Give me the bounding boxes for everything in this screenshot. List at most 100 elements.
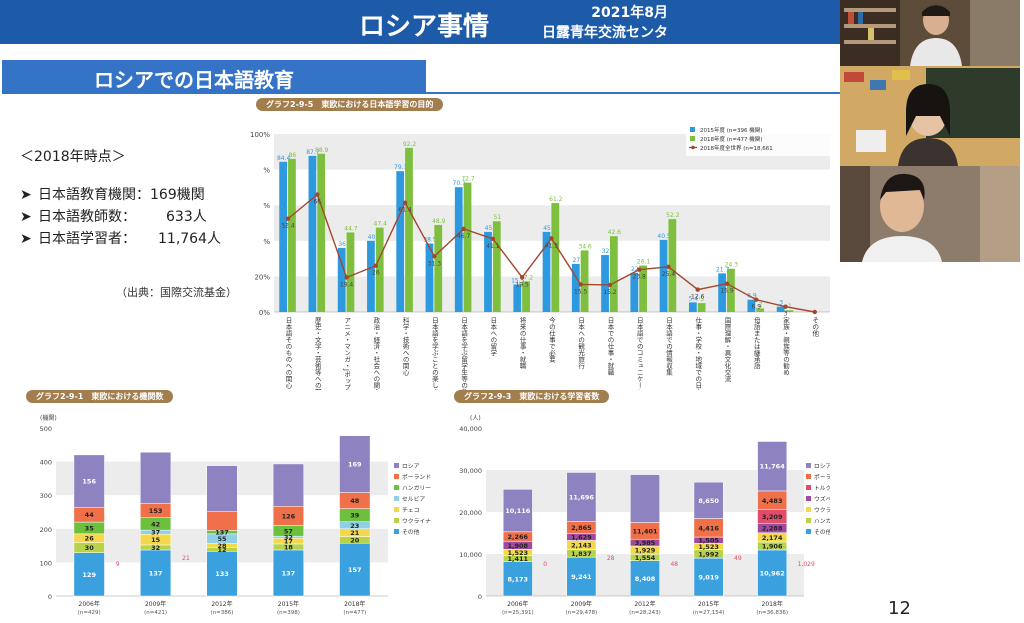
video-tile-3[interactable] (840, 166, 1020, 262)
segment-label: 1,837 (571, 550, 592, 558)
stack-segment (566, 472, 597, 522)
bar (668, 219, 677, 312)
data-label-world: 41.1 (486, 243, 500, 250)
data-label: 45 (485, 225, 493, 232)
line-point (666, 264, 671, 269)
side-label: 21 (182, 555, 190, 562)
x-tick-label: アニメ・マンガ・Jポップ・フ (343, 317, 351, 390)
n-label: (n=36,836) (756, 610, 788, 616)
info-row-learners: ➤ 日本語学習者： 11,764人 (20, 228, 221, 248)
side-label: 0 (543, 561, 547, 568)
y-tick-label: 500 (40, 425, 52, 433)
y-tick-label: % (263, 167, 270, 175)
data-label: 36 (338, 241, 346, 248)
x-tick-label: 日本語を学ぶ留学生等の数 (460, 317, 468, 390)
stack-segment (566, 556, 597, 597)
bar (542, 231, 551, 312)
legend-label: ポーランド (814, 473, 843, 481)
n-label: (n=28,243) (629, 610, 661, 616)
x-tick-label: 母語または継承語 (752, 317, 760, 371)
segment-label: 157 (348, 566, 362, 574)
legend-label: ロシア (402, 463, 420, 470)
data-label-world: 15.9 (720, 288, 734, 295)
line-point (285, 216, 291, 221)
data-label-world: 23.8 (633, 274, 647, 281)
data-label: 5.4 (689, 295, 699, 302)
chart-institutions: グラフ2-9-1 東欧における機関数 500 400 300 200 100 0 (機関) 1… (22, 390, 442, 620)
data-label-world: 19.4 (340, 281, 354, 288)
x-tick-label: 2012年 (211, 600, 232, 608)
stack-segment (140, 451, 172, 504)
segment-label: 129 (82, 571, 96, 579)
line-point (549, 236, 554, 241)
segment-label: 35 (85, 524, 95, 532)
stack-segment (693, 557, 724, 597)
data-label: 44.7 (344, 225, 358, 232)
x-tick-label: 将来の仕事・就職 (518, 316, 526, 371)
legend-label: 2018年度全世界 (n=18,661 (700, 144, 773, 152)
n-label: (n=27,154) (693, 610, 725, 616)
video-tile-1[interactable] (840, 0, 1020, 66)
x-tick-label: 歴史・文学・芸術等への関心 (313, 317, 321, 390)
segment-label: 48 (350, 497, 360, 505)
y-tick-label: 200 (40, 526, 52, 534)
segment-label: 2,865 (571, 524, 592, 532)
bar (747, 299, 756, 312)
source-note: （出典：国際交流基金） (116, 286, 237, 299)
y-tick-label: 100 (40, 559, 52, 567)
segment-label: 1,505 (698, 537, 719, 545)
bar (601, 255, 609, 312)
segment-label: 8,650 (698, 497, 719, 505)
stack-segment (339, 435, 371, 493)
video-tile-2[interactable] (840, 66, 1020, 166)
chart-title: グラフ2-9-3 東欧における学習者数 (454, 390, 610, 403)
info-row-teachers: ➤ 日本語教師数： 633人 (20, 206, 207, 226)
line-point (432, 254, 437, 259)
legend-dot (691, 145, 695, 150)
legend-label: ハンガリー (402, 484, 431, 492)
stack-segment (502, 489, 533, 533)
x-tick-label: 日本語を学ぶことの楽しさ (430, 317, 438, 390)
line-point (578, 282, 583, 287)
bar (367, 240, 375, 312)
info-label: 日本語教師数： (38, 209, 136, 225)
x-tick-label: 仕事・学校・地域での日本語の (694, 316, 702, 390)
legend-swatch (806, 463, 811, 468)
stack-segment (502, 561, 533, 597)
info-value: 169機関 (150, 187, 205, 203)
data-label: 79.1 (394, 164, 408, 171)
segment-label: 2,174 (762, 534, 783, 542)
chart-purpose: グラフ2-9-5 東欧における日本語学習の目的 100%%%% 20% 0% 84.4… (250, 98, 840, 390)
info-row-institutions: ➤ 日本語教育機関：169機関 (20, 184, 205, 204)
data-label: 72.7 (461, 176, 475, 183)
bar (484, 231, 492, 312)
line-point (637, 267, 642, 272)
y-tick-label: 20,000 (459, 509, 482, 517)
slide-header: ロシア事情 2021年8月 日露青年交流センタ (0, 0, 848, 44)
bar (405, 147, 413, 312)
bar (463, 182, 472, 312)
legend-swatch (806, 474, 811, 479)
segment-label: 23 (350, 522, 359, 530)
line-point (724, 281, 730, 286)
data-label: 52.2 (666, 212, 680, 219)
purpose-chart-svg: 100%%%% 20% 0% 84.486 日本語そのものへの関心 87.788.9 歴史・… (250, 124, 832, 390)
segment-label: 1,523 (508, 549, 529, 557)
chart-learners: グラフ2-9-3 東欧における学習者数 40,000 30,000 20,000 10… (450, 390, 845, 620)
n-label: (n=386) (211, 610, 234, 616)
segment-label: 15 (151, 536, 161, 544)
segment-label: 20 (350, 536, 360, 544)
chart-title: グラフ2-9-1 東欧における機関数 (26, 390, 174, 403)
x-tick-label: 2018年 (344, 600, 365, 608)
data-label: 86 (289, 152, 297, 159)
data-label-world: 31.3 (428, 260, 442, 267)
bar (571, 263, 580, 312)
info-value: 11,764人 (158, 231, 221, 247)
legend-swatch (394, 474, 399, 479)
learners-chart-svg: 40,00030,00020,00010,0000(人)8,1731,4111,… (459, 415, 845, 616)
x-tick-label: 政治・経済・社会への関心 (372, 316, 380, 390)
bar (454, 187, 463, 312)
as-of-label: ＜2018年時点＞ (20, 149, 126, 165)
data-label: 61.2 (549, 196, 563, 203)
segment-label: 137 (282, 569, 296, 577)
